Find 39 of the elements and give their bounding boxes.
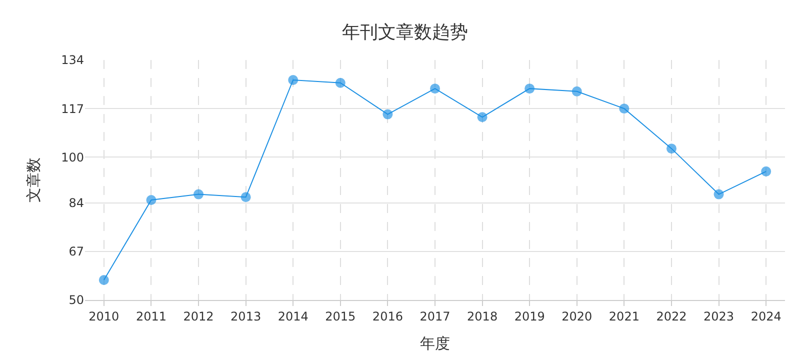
chart-title: 年刊文章数趋势 bbox=[342, 22, 468, 43]
point bbox=[240, 192, 251, 202]
y-tick-label: 84 bbox=[68, 196, 84, 210]
point bbox=[146, 195, 156, 205]
y-tick-label: 117 bbox=[61, 102, 84, 116]
point bbox=[666, 144, 676, 154]
y-tick-label: 100 bbox=[61, 150, 84, 164]
y-tick-label: 134 bbox=[61, 53, 84, 68]
point bbox=[477, 112, 488, 122]
point bbox=[382, 109, 393, 120]
x-tick-label: 2021 bbox=[608, 309, 640, 324]
y-axis-title: 文章数 bbox=[24, 158, 42, 202]
x-tick-label: 2019 bbox=[514, 309, 545, 324]
x-tick-label: 2020 bbox=[562, 309, 592, 324]
x-tick-label: 2016 bbox=[372, 309, 403, 324]
y-tick-label: 67 bbox=[68, 244, 84, 259]
point bbox=[335, 78, 346, 88]
x-tick-label: 2012 bbox=[183, 309, 214, 324]
x-tick-label: 2011 bbox=[136, 309, 166, 324]
x-tick-label: 2023 bbox=[704, 309, 734, 324]
point bbox=[430, 84, 440, 94]
point bbox=[761, 166, 772, 176]
x-tick-label: 2017 bbox=[420, 309, 450, 324]
point bbox=[572, 86, 582, 96]
y-tick-label: 50 bbox=[68, 293, 84, 308]
point bbox=[524, 84, 535, 94]
x-tick-label: 2010 bbox=[88, 309, 120, 324]
x-tick-label: 2015 bbox=[325, 309, 356, 324]
point bbox=[714, 189, 724, 200]
point bbox=[619, 104, 630, 114]
point bbox=[288, 75, 298, 85]
point bbox=[194, 189, 204, 200]
x-tick-label: 2018 bbox=[467, 309, 498, 324]
x-tick-label: 2013 bbox=[230, 309, 262, 324]
x-tick-label: 2024 bbox=[750, 309, 782, 324]
point bbox=[98, 275, 109, 285]
x-tick-label: 2014 bbox=[278, 309, 308, 324]
x-tick-label: 2022 bbox=[656, 309, 687, 324]
x-axis-title: 年度 bbox=[420, 334, 450, 352]
